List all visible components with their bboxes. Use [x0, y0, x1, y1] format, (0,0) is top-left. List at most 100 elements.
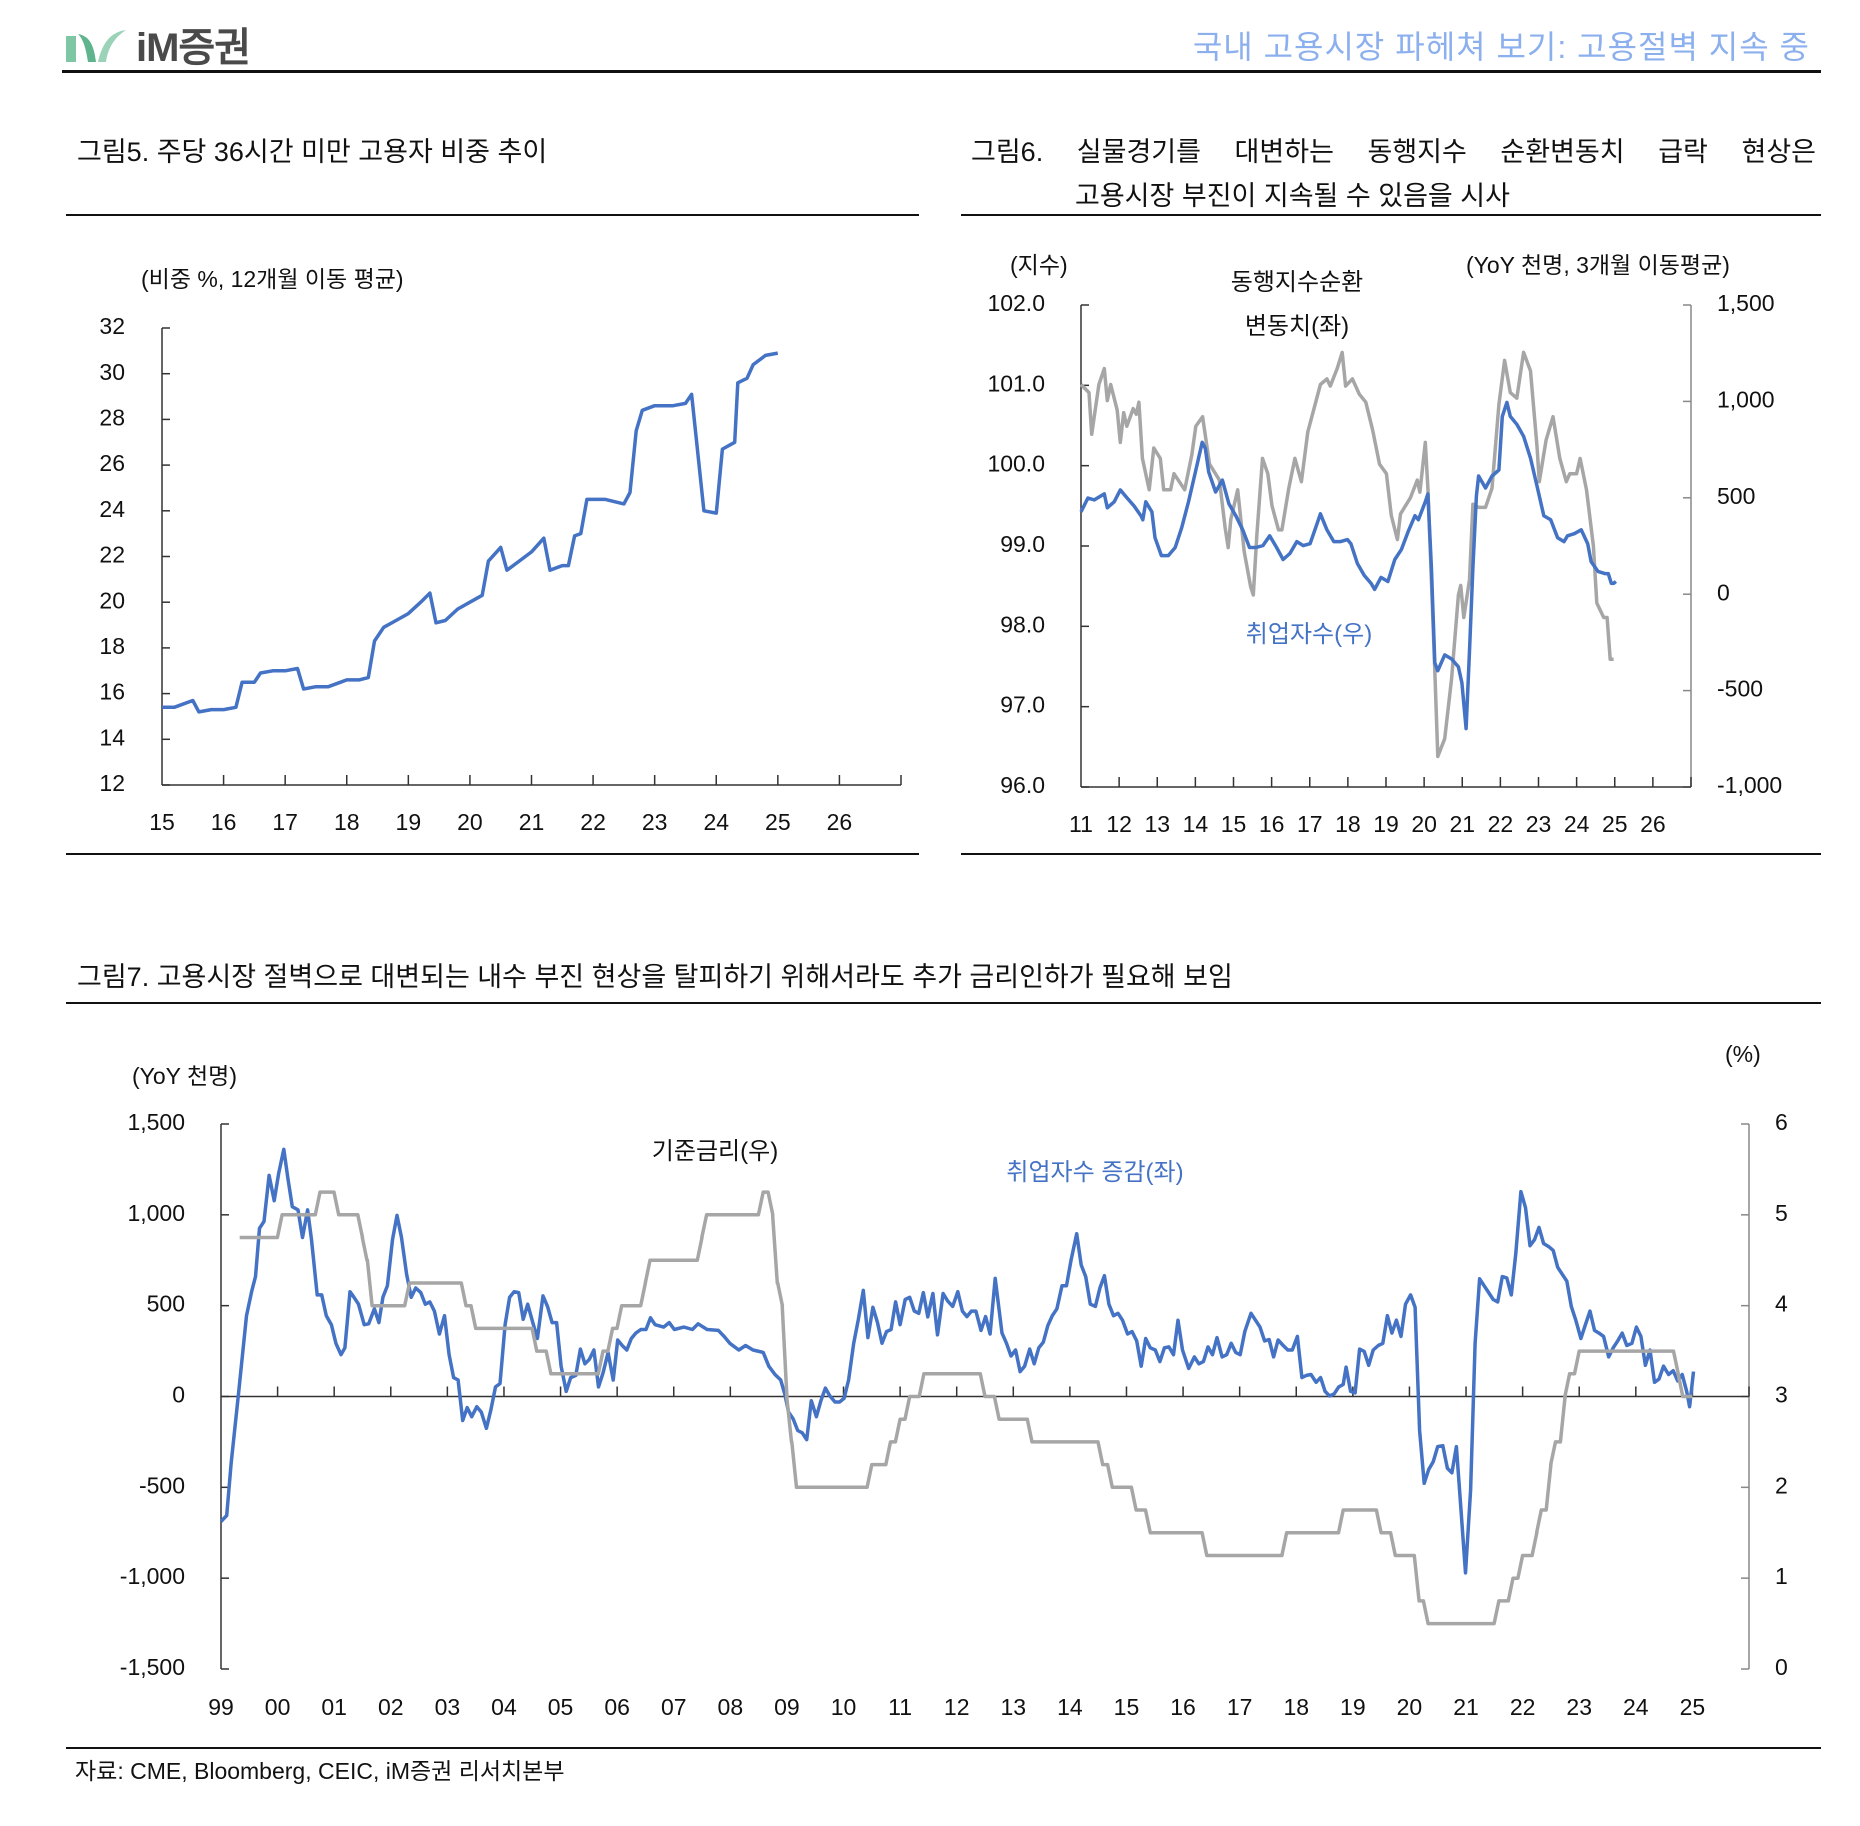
header-rule	[62, 70, 1821, 73]
fig6-bottom-rule	[961, 853, 1821, 855]
fig5-x-tick-label: 16	[211, 809, 237, 835]
fig7-right-unit: (%)	[1725, 1041, 1761, 1067]
fig6-left-tick-label: 102.0	[987, 290, 1045, 316]
fig6-chart: 102.0 101.0 100.0 99.0 98.0 97.0 96.0 1,500 1,00…	[987, 290, 1782, 837]
fig7-x-tick-label: 01	[321, 1694, 347, 1720]
fig7-x-tick-label: 12	[944, 1694, 970, 1720]
fig7-left-tick-label: -1,000	[120, 1563, 185, 1589]
fig7-left-tick-label: -1,500	[120, 1654, 185, 1680]
fig7-x-tick-label: 13	[1000, 1694, 1026, 1720]
fig6-title-line2: 고용시장 부진이 지속될 수 있음을 시사	[1075, 181, 1510, 211]
fig5-chart: 32 30 28 26 24 22 20 18 16 14 12 15 16 17 18 19 20 21 22 23…	[99, 313, 902, 835]
fig6-gray-series-label-1: 동행지수순환	[1230, 269, 1364, 296]
brand-logo: iM증권	[64, 22, 251, 70]
fig7-x-tick-label: 09	[774, 1694, 800, 1720]
fig5-x-tick-label: 21	[519, 809, 545, 835]
fig7-right-tick-label: 3	[1775, 1382, 1788, 1408]
fig6-gray-series-label-2: 변동치(좌)	[1244, 313, 1350, 340]
fig5-left-tick-label: 28	[99, 404, 125, 430]
fig6-x-tick-label: 19	[1373, 811, 1399, 837]
fig6-x-tick-label: 21	[1449, 811, 1475, 837]
fig5-x-tick-label: 17	[272, 809, 298, 835]
fig6-left-tick-label: 96.0	[1000, 772, 1045, 798]
fig6-right-tick-label: 500	[1717, 483, 1755, 509]
fig6-left-tick-label: 101.0	[987, 370, 1045, 396]
fig7-x-tick-label: 99	[208, 1694, 234, 1720]
fig6-x-tick-label: 26	[1640, 811, 1666, 837]
fig6-left-tick-label: 100.0	[987, 451, 1045, 477]
fig7-left-tick-label: 1,000	[127, 1200, 185, 1226]
fig5-left-tick-label: 22	[99, 542, 125, 568]
fig6-x-tick-label: 17	[1297, 811, 1323, 837]
fig7-blue-series-label: 취업자수 증감(좌)	[1006, 1159, 1184, 1186]
fig5-x-tick-label: 15	[149, 809, 175, 835]
fig7-x-tick-label: 04	[491, 1694, 517, 1720]
fig7-x-tick-label: 14	[1057, 1694, 1083, 1720]
fig7-x-tick-label: 16	[1170, 1694, 1196, 1720]
fig7-left-tick-label: 500	[147, 1291, 185, 1317]
fig6-blue-series-label: 취업자수(우)	[1245, 621, 1373, 648]
fig5-x-tick-label: 24	[703, 809, 729, 835]
fig5-left-tick-label: 12	[99, 770, 125, 796]
fig6-right-tick-label: -1,000	[1717, 772, 1782, 798]
source-note: 자료: CME, Bloomberg, CEIC, iM증권 리서치본부	[75, 1758, 565, 1784]
fig7-x-tick-label: 11	[888, 1694, 912, 1720]
fig7-x-tick-label: 02	[378, 1694, 404, 1720]
fig7-x-tick-label: 07	[661, 1694, 687, 1720]
fig5-left-tick-label: 16	[99, 679, 125, 705]
fig7-series-line-left-0	[219, 1147, 1696, 1575]
fig6-left-tick-label: 97.0	[1000, 692, 1045, 718]
fig7-x-tick-label: 18	[1283, 1694, 1309, 1720]
fig7-left-unit: (YoY 천명)	[132, 1063, 237, 1089]
fig5-left-tick-label: 14	[99, 724, 125, 750]
fig6-left-unit: (지수)	[1010, 252, 1068, 278]
fig5-x-tick-label: 25	[765, 809, 791, 835]
fig6-x-tick-label: 24	[1564, 811, 1590, 837]
fig6-title-line1: 그림6. 실물경기를 대변하는 동행지수 순환변동치 급락 현상은	[971, 137, 1816, 167]
document-title: 국내 고용시장 파헤쳐 보기: 고용절벽 지속 중	[1192, 29, 1810, 65]
fig7-right-tick-label: 5	[1775, 1200, 1788, 1226]
fig6-x-tick-label: 23	[1526, 811, 1552, 837]
fig5-series-line-main-0	[162, 351, 779, 714]
fig7-series-line-right-1	[239, 1190, 1693, 1626]
fig7-right-tick-label: 6	[1775, 1109, 1788, 1135]
fig5-title: 그림5. 주당 36시간 미만 고용자 비중 추이	[77, 137, 548, 167]
fig6-left-tick-label: 99.0	[1000, 531, 1045, 557]
fig6-right-tick-label: 1,000	[1717, 386, 1775, 412]
fig6-right-tick-label: 1,500	[1717, 290, 1775, 316]
fig6-x-tick-label: 12	[1106, 811, 1132, 837]
fig5-left-tick-label: 20	[99, 587, 125, 613]
fig6-left-tick-label: 98.0	[1000, 611, 1045, 637]
fig5-left-tick-label: 24	[99, 496, 125, 522]
fig5-x-tick-label: 26	[827, 809, 853, 835]
fig7-x-tick-label: 24	[1623, 1694, 1649, 1720]
fig7-x-tick-label: 15	[1114, 1694, 1140, 1720]
fig7-right-tick-label: 4	[1775, 1291, 1788, 1317]
fig6-x-tick-label: 14	[1183, 811, 1209, 837]
fig5-unit-label: (비중 %, 12개월 이동 평균)	[141, 266, 404, 292]
fig6-x-tick-label: 11	[1069, 811, 1093, 837]
fig5-x-tick-label: 20	[457, 809, 483, 835]
fig5-left-tick-label: 18	[99, 633, 125, 659]
fig7-right-tick-label: 0	[1775, 1654, 1788, 1680]
fig7-x-tick-label: 00	[265, 1694, 291, 1720]
logo-leaf-icon	[66, 30, 126, 62]
fig7-x-tick-label: 21	[1453, 1694, 1479, 1720]
fig7-x-tick-label: 10	[831, 1694, 857, 1720]
fig5-x-tick-label: 18	[334, 809, 360, 835]
fig7-left-tick-label: 0	[172, 1382, 185, 1408]
fig7-gray-series-label: 기준금리(우)	[651, 1138, 779, 1165]
fig6-x-tick-label: 16	[1259, 811, 1285, 837]
fig7-x-tick-label: 25	[1680, 1694, 1706, 1720]
fig7-right-tick-label: 1	[1775, 1563, 1788, 1589]
fig7-x-tick-label: 19	[1340, 1694, 1366, 1720]
fig6-right-unit: (YoY 천명, 3개월 이동평균)	[1466, 252, 1730, 278]
fig7-top-rule	[66, 1002, 1821, 1004]
fig6-top-rule	[961, 214, 1821, 216]
fig5-left-tick-label: 30	[99, 359, 125, 385]
logo-text: iM증권	[136, 26, 251, 70]
fig7-left-tick-label: -500	[139, 1472, 185, 1498]
fig7-x-tick-label: 23	[1566, 1694, 1592, 1720]
